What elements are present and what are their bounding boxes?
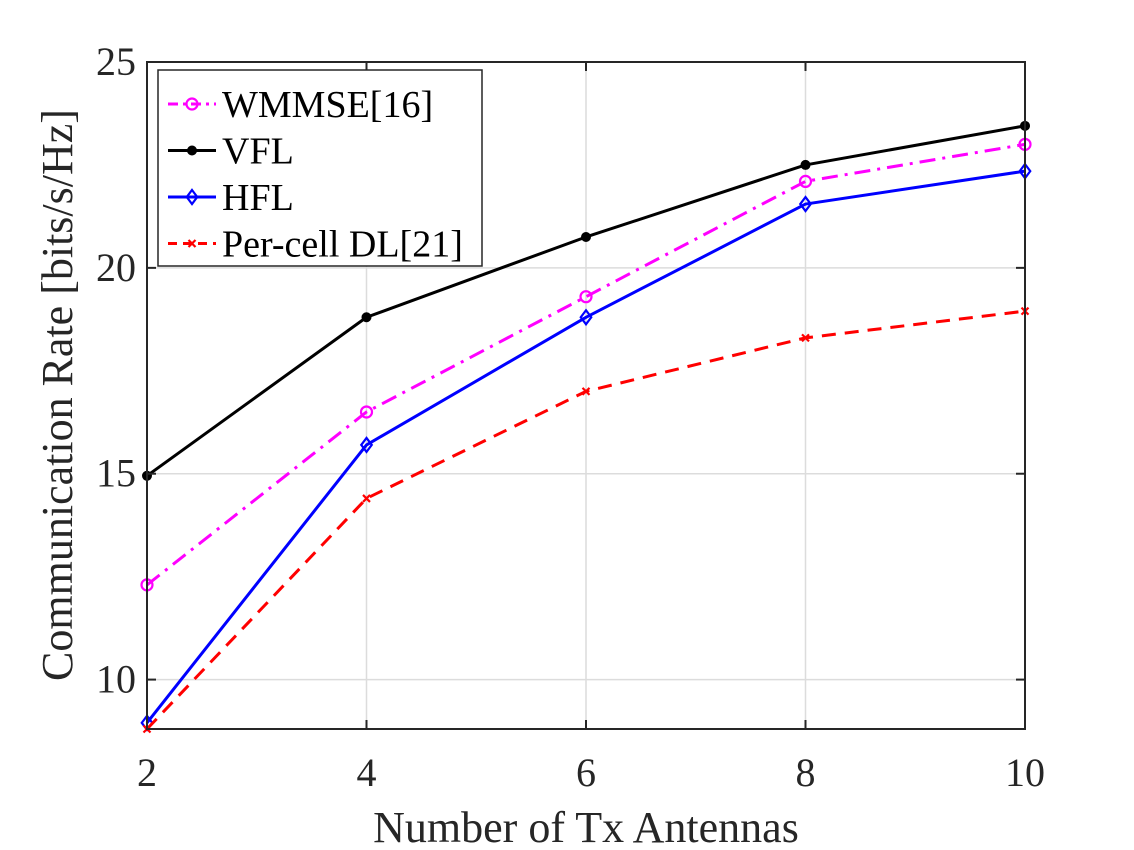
data-point	[801, 333, 810, 343]
legend-marker	[185, 97, 199, 111]
data-point	[581, 387, 591, 396]
x-tick-label: 10	[1005, 750, 1045, 795]
series-line	[146, 142, 1026, 587]
y-axis-label: Communication Rate [bits/s/Hz]	[33, 109, 82, 681]
legend-entry: VFL	[168, 131, 294, 173]
y-tick-label: 15	[96, 451, 136, 496]
data-point	[359, 405, 374, 419]
x-tick-label: 4	[357, 750, 377, 795]
data-point	[359, 436, 374, 454]
legend-label: Per-cell DL[21]	[222, 224, 463, 266]
marker-stroke	[581, 387, 591, 396]
legend-entry: WMMSE[16]	[168, 84, 433, 126]
data-point	[798, 195, 813, 213]
x-tick-label: 8	[796, 750, 816, 795]
x-axis-label: Number of Tx Antennas	[373, 803, 799, 850]
legend-label: HFL	[222, 177, 294, 219]
legend-label: WMMSE[16]	[222, 84, 433, 126]
data-point	[579, 290, 593, 304]
axis-ticks: 2 4 6 8 10 10 15 20 25	[96, 39, 1045, 795]
series-line	[145, 169, 1026, 724]
legend-marker	[187, 145, 197, 156]
legend-entry: Per-cell DL[21]	[168, 224, 463, 266]
legend-marker	[187, 239, 197, 248]
x-tick-label: 6	[576, 750, 596, 795]
y-tick-label: 20	[96, 245, 136, 290]
y-tick-label: 25	[96, 39, 136, 84]
y-tick-label: 10	[96, 657, 136, 702]
legend-label: VFL	[222, 131, 294, 173]
data-point	[800, 159, 811, 170]
data-point	[361, 312, 372, 323]
legend-marker	[185, 188, 199, 206]
data-point	[798, 174, 813, 189]
data-point	[581, 231, 591, 242]
data-point	[579, 308, 593, 327]
data-point	[362, 494, 371, 503]
legend-box	[157, 69, 483, 267]
x-tick-label: 2	[137, 750, 157, 795]
marker-stroke	[362, 494, 371, 503]
legend-entry: HFL	[168, 177, 294, 219]
marker-stroke	[187, 239, 197, 248]
marker-stroke	[801, 333, 810, 343]
